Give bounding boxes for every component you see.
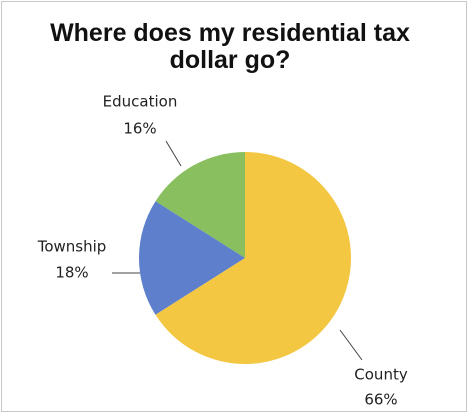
pie-slice — [155, 152, 352, 365]
pie-slice — [155, 152, 245, 258]
slice-label: Township — [37, 238, 107, 256]
slice-value-label: 18% — [55, 264, 88, 282]
slice-value-label: 66% — [364, 391, 397, 409]
slice-label: Education — [103, 93, 178, 111]
chart-title: Where does my residential tax dollar go? — [50, 19, 410, 74]
leader-line — [165, 140, 182, 167]
pie-slice — [139, 201, 245, 315]
leader-line — [339, 329, 363, 361]
slice-value-label: 16% — [123, 120, 156, 138]
slice-label: County — [354, 366, 408, 384]
